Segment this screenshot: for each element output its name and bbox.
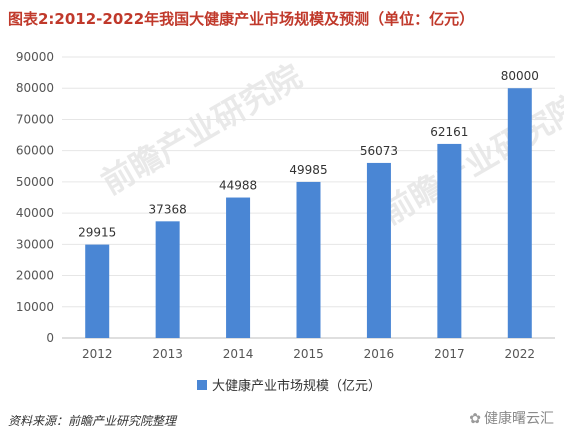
y-axis-labels: 0 10000 20000 30000 40000 50000 60000 70000 8000… — [16, 50, 54, 345]
x-tick-label: 2014 — [223, 347, 254, 361]
bar — [226, 197, 251, 338]
wechat-icon: ✿ — [469, 411, 481, 427]
bar-value-label: 80000 — [501, 69, 539, 83]
bar-value-label: 56073 — [360, 144, 398, 158]
x-axis-labels: 2012 2013 2014 2015 2016 2017 2022 — [82, 347, 535, 361]
y-tick-label: 20000 — [16, 269, 54, 283]
x-tick-label: 2016 — [364, 347, 395, 361]
bars — [85, 88, 532, 338]
watermark-text: 前瞻产业研究院 — [95, 57, 308, 202]
legend-swatch — [197, 380, 207, 390]
legend-label: 大健康产业市场规模（亿元） — [212, 378, 381, 394]
y-tick-label: 40000 — [16, 206, 54, 220]
y-tick-label: 30000 — [16, 237, 54, 251]
x-tick-label: 2013 — [152, 347, 183, 361]
bar — [296, 181, 321, 338]
bar — [507, 88, 532, 338]
y-tick-label: 80000 — [16, 81, 54, 95]
bar-value-label: 62161 — [430, 125, 468, 139]
y-tick-label: 0 — [46, 331, 54, 345]
x-tick-label: 2017 — [434, 347, 465, 361]
y-tick-label: 50000 — [16, 175, 54, 189]
y-tick-label: 70000 — [16, 112, 54, 126]
source-note: 资料来源：前瞻产业研究院整理 — [8, 414, 177, 428]
watermark-text: 前瞻产业研究院 — [375, 87, 564, 232]
brand-label: 健康曙云汇 — [484, 411, 554, 427]
bar — [85, 244, 110, 338]
x-tick-label: 2012 — [82, 347, 113, 361]
bar-value-label: 29915 — [78, 226, 116, 240]
legend: 大健康产业市场规模（亿元） — [197, 378, 381, 394]
chart-title: 图表2:2012-2022年我国大健康产业市场规模及预测（单位：亿元） — [8, 10, 475, 28]
x-tick-label: 2022 — [505, 347, 536, 361]
y-tick-label: 10000 — [16, 300, 54, 314]
x-tick-label: 2015 — [293, 347, 324, 361]
bar — [366, 162, 391, 338]
bar-value-label: 44988 — [219, 179, 257, 193]
data-labels: 29915 37368 44988 49985 56073 62161 80000 — [78, 69, 539, 239]
bar-value-label: 49985 — [289, 163, 327, 177]
y-tick-label: 60000 — [16, 144, 54, 158]
y-tick-label: 90000 — [16, 50, 54, 64]
bar — [155, 221, 180, 338]
bar — [437, 143, 462, 338]
bar-value-label: 37368 — [149, 202, 187, 216]
brand-watermark: ✿ 健康曙云汇 — [469, 408, 554, 428]
